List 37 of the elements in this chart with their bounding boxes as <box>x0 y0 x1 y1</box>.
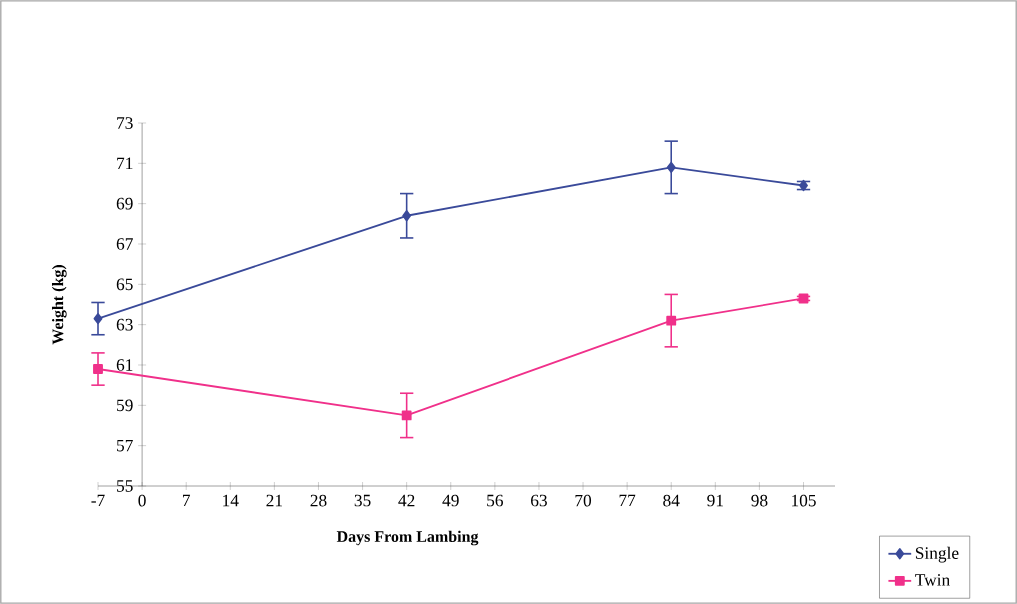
y-tick-label: 63 <box>116 318 133 331</box>
x-tick-label: 0 <box>138 494 146 507</box>
point <box>666 161 676 173</box>
legend-label: Single <box>915 546 959 563</box>
x-tick-label: 28 <box>310 494 327 507</box>
point <box>402 210 412 222</box>
y-tick-label: 73 <box>117 117 133 129</box>
x-tick-label: 56 <box>487 494 504 507</box>
y-tick-label: 59 <box>117 399 133 412</box>
x-tick-label: 49 <box>442 494 459 507</box>
y-tick-label: 61 <box>116 359 133 371</box>
x-tick-label: 14 <box>223 494 239 507</box>
x-tick-label: 63 <box>531 494 547 507</box>
y-tick-label: 71 <box>117 157 133 170</box>
x-tick-label: -7 <box>91 494 105 507</box>
x-tick-label: 105 <box>792 494 816 507</box>
y-tick-label: 57 <box>117 439 133 452</box>
x-tick-label: 35 <box>354 494 371 507</box>
legend-label: Twin <box>915 574 950 586</box>
point <box>93 313 103 325</box>
y-tick-label: 55 <box>117 480 133 492</box>
y-tick-label: 67 <box>116 238 133 250</box>
point <box>401 410 412 421</box>
point <box>93 364 103 374</box>
x-tick-label: 77 <box>619 494 636 507</box>
x-tick-label: 84 <box>663 494 680 507</box>
x-axis-title: Days From Lambing <box>336 530 479 546</box>
x-tick-label: 21 <box>266 494 283 507</box>
y-tick-label: 65 <box>116 278 133 291</box>
y-axis-title: Weight (kg) <box>51 265 67 345</box>
x-tick-label: 70 <box>575 494 592 507</box>
y-tick-label: 69 <box>116 197 133 210</box>
x-tick-label: 42 <box>398 494 415 507</box>
point <box>666 315 677 326</box>
x-tick-label: 7 <box>183 494 191 507</box>
x-tick-label: 98 <box>751 494 768 507</box>
x-tick-label: 91 <box>707 494 723 507</box>
